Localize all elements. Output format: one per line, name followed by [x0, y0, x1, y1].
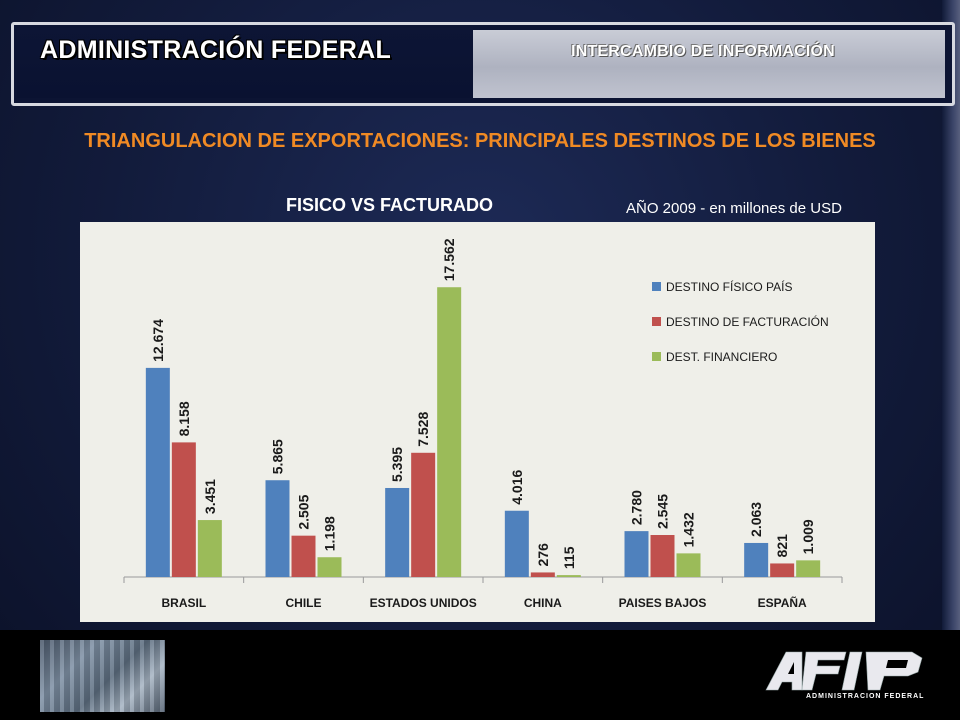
legend-label: DESTINO FÍSICO PAÍS	[666, 279, 792, 294]
header-tab-label: INTERCAMBIO DE INFORMACIÓN	[571, 43, 835, 60]
chart-panel: 12.674 8.158 3.451 BRASIL 5.865 2.505 1.198 CHI…	[80, 222, 875, 622]
legend-swatch	[652, 317, 661, 326]
category-label: ESTADOS UNIDOS	[370, 596, 477, 610]
afip-logo	[762, 648, 942, 708]
bar-1-2	[411, 452, 436, 577]
category-label: CHINA	[524, 596, 562, 610]
data-label: 7.528	[415, 412, 431, 447]
data-label: 2.780	[629, 490, 645, 525]
data-label: 17.562	[441, 238, 457, 281]
bar-chart: 12.674 8.158 3.451 BRASIL 5.865 2.505 1.198 CHI…	[123, 238, 843, 610]
logo-caption: ADMINISTRACION FEDERAL	[806, 693, 925, 700]
bar-0-3	[504, 510, 529, 577]
bar-0-4	[624, 531, 649, 577]
data-label: 12.674	[150, 319, 166, 362]
bar-0-0	[145, 367, 170, 577]
bar-1-1	[291, 535, 316, 577]
page-title: TRIANGULACION DE EXPORTACIONES: PRINCIPA…	[84, 130, 876, 152]
legend-label: DEST. FINANCIERO	[666, 350, 777, 364]
chart-subtitle: FISICO VS FACTURADO	[286, 195, 494, 215]
bar-2-5	[796, 560, 821, 577]
data-label: 5.865	[270, 439, 286, 474]
bar-2-2	[437, 287, 462, 577]
building-photo	[40, 640, 165, 712]
category-label: CHILE	[286, 596, 322, 610]
data-label: 2.063	[748, 502, 764, 537]
bar-1-4	[650, 535, 675, 577]
header-tab-panel	[473, 30, 945, 98]
header-brand-panel	[17, 28, 473, 98]
data-label: 2.545	[655, 494, 671, 529]
bar-1-0	[171, 442, 196, 577]
bar-2-4	[676, 553, 701, 577]
bar-0-1	[265, 480, 290, 577]
legend-swatch	[652, 282, 661, 291]
unit-note: AÑO 2009 - en millones de USD	[626, 200, 842, 217]
afip-logo-icon	[765, 651, 923, 691]
data-label: 1.432	[681, 512, 697, 547]
data-label: 276	[535, 543, 551, 567]
data-label: 1.198	[322, 516, 338, 551]
bar-2-1	[317, 557, 342, 577]
data-label: 115	[561, 546, 577, 569]
data-label: 5.395	[389, 447, 405, 482]
bar-2-0	[197, 520, 222, 577]
category-label: ESPAÑA	[758, 595, 807, 610]
data-label: 4.016	[509, 469, 525, 504]
data-label: 2.505	[296, 494, 312, 529]
data-label: 8.158	[176, 401, 192, 436]
category-label: PAISES BAJOS	[619, 596, 707, 610]
data-label: 821	[774, 534, 790, 558]
category-label: BRASIL	[161, 596, 206, 610]
bar-1-3	[530, 572, 555, 577]
bar-2-3	[556, 575, 581, 577]
bar-0-5	[744, 542, 769, 577]
right-edge-strip	[942, 0, 960, 630]
legend-label: DESTINO DE FACTURACIÓN	[666, 314, 829, 329]
brand-title: ADMINISTRACIÓN FEDERAL	[40, 36, 392, 64]
legend-swatch	[652, 352, 661, 361]
data-label: 1.009	[800, 519, 816, 554]
data-label: 3.451	[202, 479, 218, 514]
bar-1-5	[770, 563, 795, 577]
bar-0-2	[385, 487, 410, 577]
